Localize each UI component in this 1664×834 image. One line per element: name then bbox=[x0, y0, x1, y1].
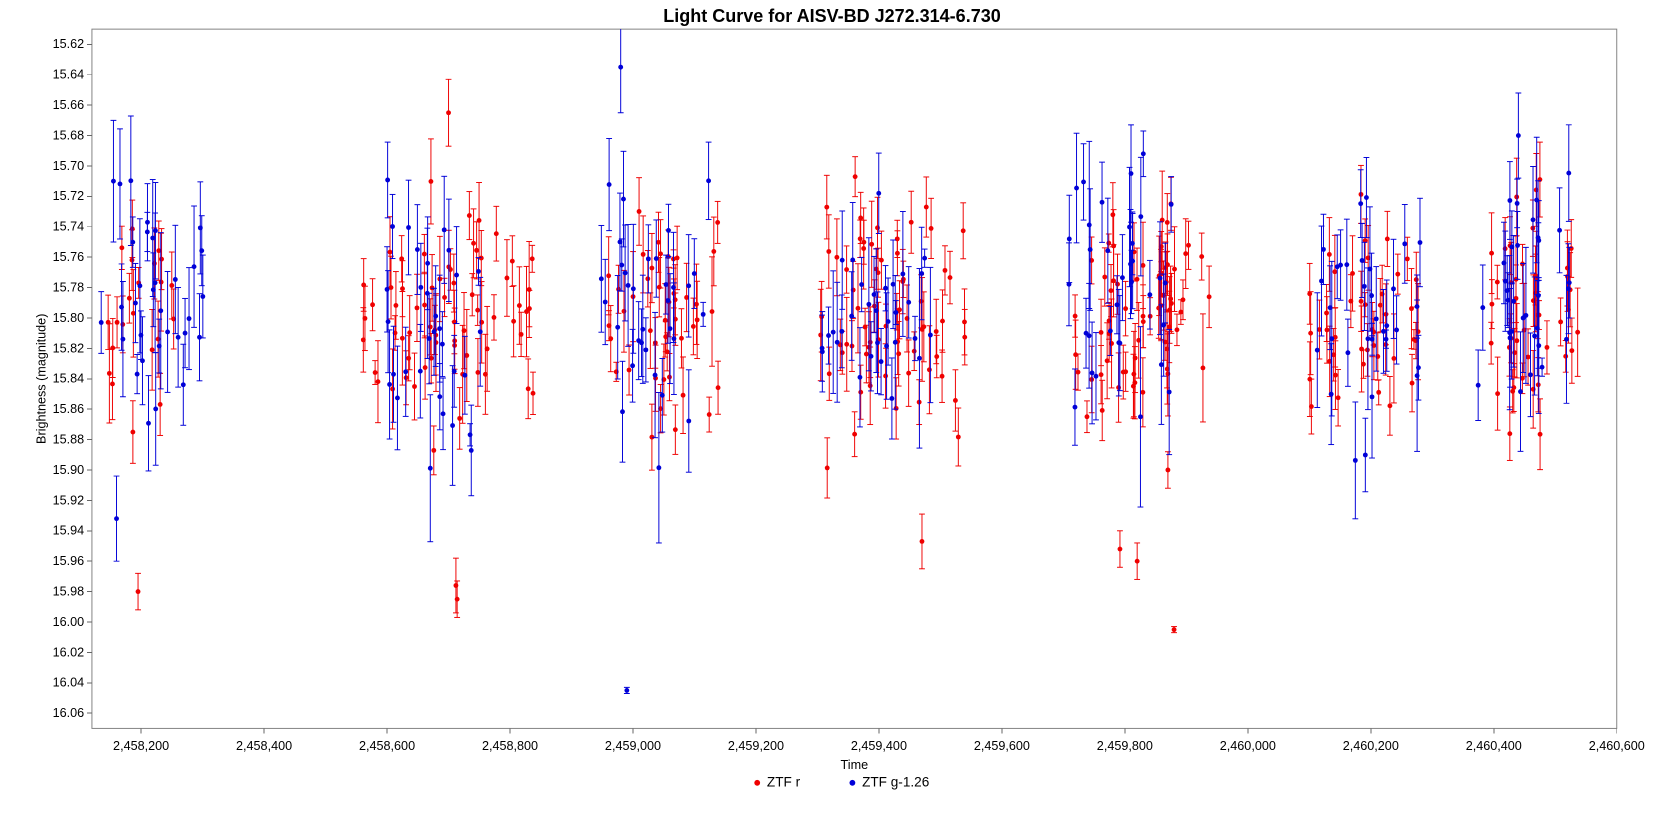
svg-text:Brightness (magnitude): Brightness (magnitude) bbox=[34, 314, 48, 444]
svg-text:16.06: 16.06 bbox=[53, 706, 85, 720]
svg-text:2,459,600: 2,459,600 bbox=[974, 739, 1030, 753]
svg-text:16.02: 16.02 bbox=[53, 645, 85, 659]
svg-text:15.98: 15.98 bbox=[53, 584, 85, 598]
svg-text:2,460,200: 2,460,200 bbox=[1343, 739, 1399, 753]
svg-text:2,460,600: 2,460,600 bbox=[1589, 739, 1645, 753]
svg-text:2,458,800: 2,458,800 bbox=[482, 739, 538, 753]
svg-text:15.84: 15.84 bbox=[53, 372, 85, 386]
svg-text:15.72: 15.72 bbox=[53, 189, 85, 203]
svg-text:15.78: 15.78 bbox=[53, 280, 85, 294]
svg-text:15.94: 15.94 bbox=[53, 524, 85, 538]
chart-svg: 2,458,200 2,458,400 2,458,600 2,458,800 2,45… bbox=[0, 0, 1664, 810]
svg-text:2,460,400: 2,460,400 bbox=[1466, 739, 1522, 753]
svg-text:15.88: 15.88 bbox=[53, 432, 85, 446]
svg-text:15.80: 15.80 bbox=[53, 311, 85, 325]
svg-text:15.64: 15.64 bbox=[53, 68, 85, 82]
svg-text:15.90: 15.90 bbox=[53, 463, 85, 477]
svg-text:Time: Time bbox=[841, 758, 869, 772]
svg-text:ZTF r: ZTF r bbox=[767, 775, 801, 790]
svg-text:15.82: 15.82 bbox=[53, 341, 85, 355]
svg-text:15.62: 15.62 bbox=[53, 37, 85, 51]
svg-text:ZTF g-1.26: ZTF g-1.26 bbox=[862, 775, 929, 790]
svg-text:15.68: 15.68 bbox=[53, 128, 85, 142]
svg-text:15.76: 15.76 bbox=[53, 250, 85, 264]
svg-text:15.74: 15.74 bbox=[53, 220, 85, 234]
svg-text:16.04: 16.04 bbox=[53, 676, 85, 690]
svg-text:2,458,200: 2,458,200 bbox=[113, 739, 169, 753]
svg-text:2,459,400: 2,459,400 bbox=[851, 739, 907, 753]
svg-text:2,459,800: 2,459,800 bbox=[1097, 739, 1153, 753]
svg-text:2,459,000: 2,459,000 bbox=[605, 739, 661, 753]
svg-text:2,458,400: 2,458,400 bbox=[236, 739, 292, 753]
svg-text:15.92: 15.92 bbox=[53, 493, 85, 507]
svg-text:15.86: 15.86 bbox=[53, 402, 85, 416]
svg-text:16.00: 16.00 bbox=[53, 615, 85, 629]
svg-text:15.66: 15.66 bbox=[53, 98, 85, 112]
svg-text:15.96: 15.96 bbox=[53, 554, 85, 568]
svg-text:2,460,000: 2,460,000 bbox=[1220, 739, 1276, 753]
svg-text:15.70: 15.70 bbox=[53, 159, 85, 173]
svg-text:2,458,600: 2,458,600 bbox=[359, 739, 415, 753]
svg-text:2,459,200: 2,459,200 bbox=[728, 739, 784, 753]
light-curve-chart: Light Curve for AISV-BD J272.314-6.730 2… bbox=[0, 0, 1664, 834]
